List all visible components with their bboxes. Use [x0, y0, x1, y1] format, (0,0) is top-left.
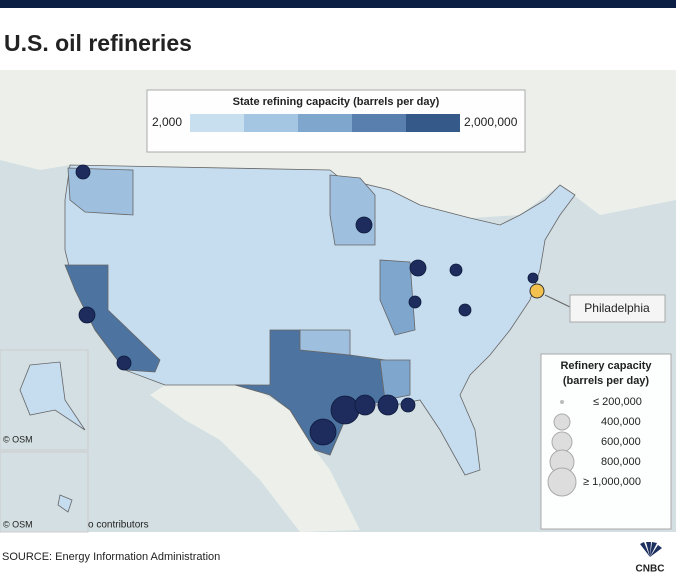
size-label: 400,000: [601, 416, 641, 428]
refinery-philadelphia: [529, 283, 545, 299]
color-swatch: [406, 114, 460, 132]
refinery: [377, 394, 399, 416]
size-legend-title: Refinery capacity: [560, 360, 652, 372]
logo: CNBC: [636, 542, 665, 575]
color-swatch: [244, 114, 298, 132]
state-ok: [299, 329, 351, 356]
refinery: [75, 164, 91, 180]
state-ak: [19, 361, 86, 431]
inset-hawaii: [0, 451, 89, 533]
state-la: [379, 359, 411, 401]
callout-line: [544, 294, 571, 308]
size-legend-title: (barrels per day): [563, 375, 650, 387]
logo-text: CNBC: [636, 564, 665, 575]
source: SOURCE: Energy Information Administratio…: [2, 551, 220, 563]
title: U.S. oil refineries: [4, 30, 192, 56]
refinery: [449, 263, 463, 277]
logo-peacock: [640, 542, 662, 557]
color-swatch: [298, 114, 352, 132]
size-swatch: [553, 413, 571, 431]
refinery: [409, 259, 427, 277]
refinery: [78, 306, 96, 324]
us-land: [64, 164, 576, 476]
color-legend-min: 2,000: [152, 115, 182, 129]
color-swatch: [190, 114, 244, 132]
size-swatch: [547, 467, 577, 497]
mexico: [150, 385, 360, 532]
state-hi: [57, 494, 73, 513]
refinery: [116, 355, 132, 371]
size-swatch: [560, 400, 564, 404]
refinery: [354, 394, 376, 416]
refinery: [355, 216, 373, 234]
attribution: o contributors: [88, 520, 149, 531]
top-bar: [0, 0, 676, 8]
attribution: © OSM: [3, 434, 33, 444]
refinery: [309, 418, 337, 446]
callout-box: [569, 294, 666, 323]
attribution: © OSM: [3, 519, 33, 529]
refinery: [527, 272, 539, 284]
callout: Philadelphia: [584, 301, 650, 315]
state-il: [379, 259, 416, 336]
refinery: [458, 303, 472, 317]
refinery: [400, 397, 416, 413]
size-label: ≤ 200,000: [593, 396, 642, 408]
refinery: [330, 395, 360, 425]
state-wa: [67, 167, 134, 216]
color-legend-title: State refining capacity (barrels per day…: [233, 96, 440, 108]
size-label: 800,000: [601, 456, 641, 468]
color-swatch: [352, 114, 406, 132]
color-legend-max: 2,000,000: [464, 115, 518, 129]
map: Philadelphia © OSM © OSM o contributors …: [0, 70, 676, 533]
size-label: ≥ 1,000,000: [583, 476, 641, 488]
refinery: [408, 295, 422, 309]
state-ca: [64, 264, 161, 373]
size-label: 600,000: [601, 436, 641, 448]
size-swatch: [551, 431, 573, 453]
